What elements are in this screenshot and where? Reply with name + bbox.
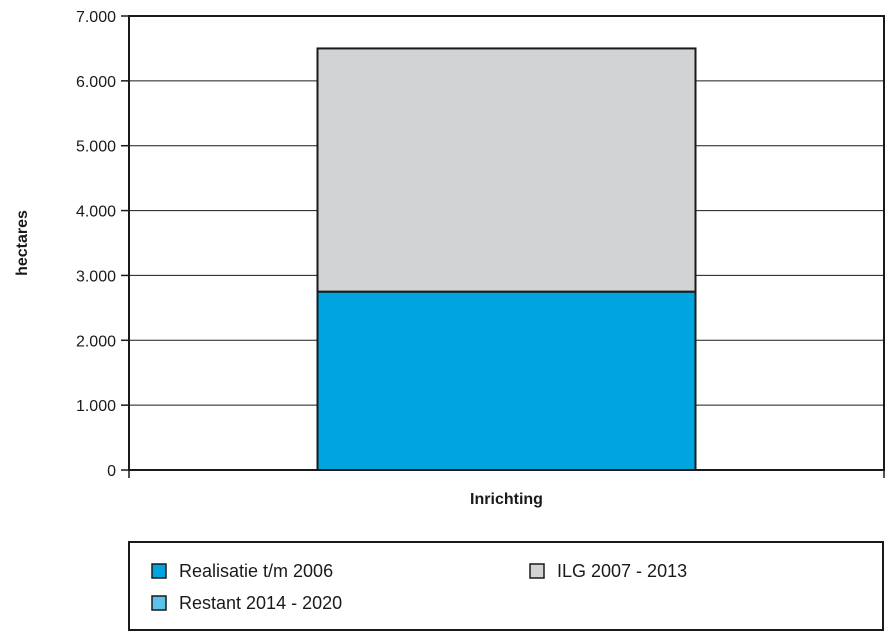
y-tick-label: 3.000: [76, 268, 116, 285]
legend-label: Restant 2014 - 2020: [179, 593, 342, 613]
y-tick-label: 0: [107, 463, 116, 480]
y-tick-label: 6.000: [76, 74, 116, 91]
y-tick-label: 1.000: [76, 398, 116, 415]
bars: [316, 47, 697, 471]
legend-label: ILG 2007 - 2013: [557, 561, 687, 581]
y-axis-title: hectares: [14, 210, 31, 276]
bar-segment: [316, 47, 697, 293]
legend-label: Realisatie t/m 2006: [179, 561, 333, 581]
y-axis-ticks: 0 1.000 2.000 3.000 4.000 5.000 6.000 7.000: [76, 9, 885, 480]
legend-swatch: [529, 563, 545, 579]
legend-box: [128, 541, 884, 631]
x-axis-title: Inrichting: [470, 491, 543, 508]
y-tick-label: 2.000: [76, 333, 116, 350]
legend: Realisatie t/m 2006 ILG 2007 - 2013 Restan…: [151, 561, 687, 613]
y-tick-label: 7.000: [76, 9, 116, 26]
plot-frame: [128, 15, 885, 471]
y-tick-label: 5.000: [76, 139, 116, 156]
legend-swatch: [151, 563, 167, 579]
y-tick-label: 4.000: [76, 204, 116, 221]
legend-swatch: [151, 595, 167, 611]
bar-segment: [316, 290, 697, 471]
